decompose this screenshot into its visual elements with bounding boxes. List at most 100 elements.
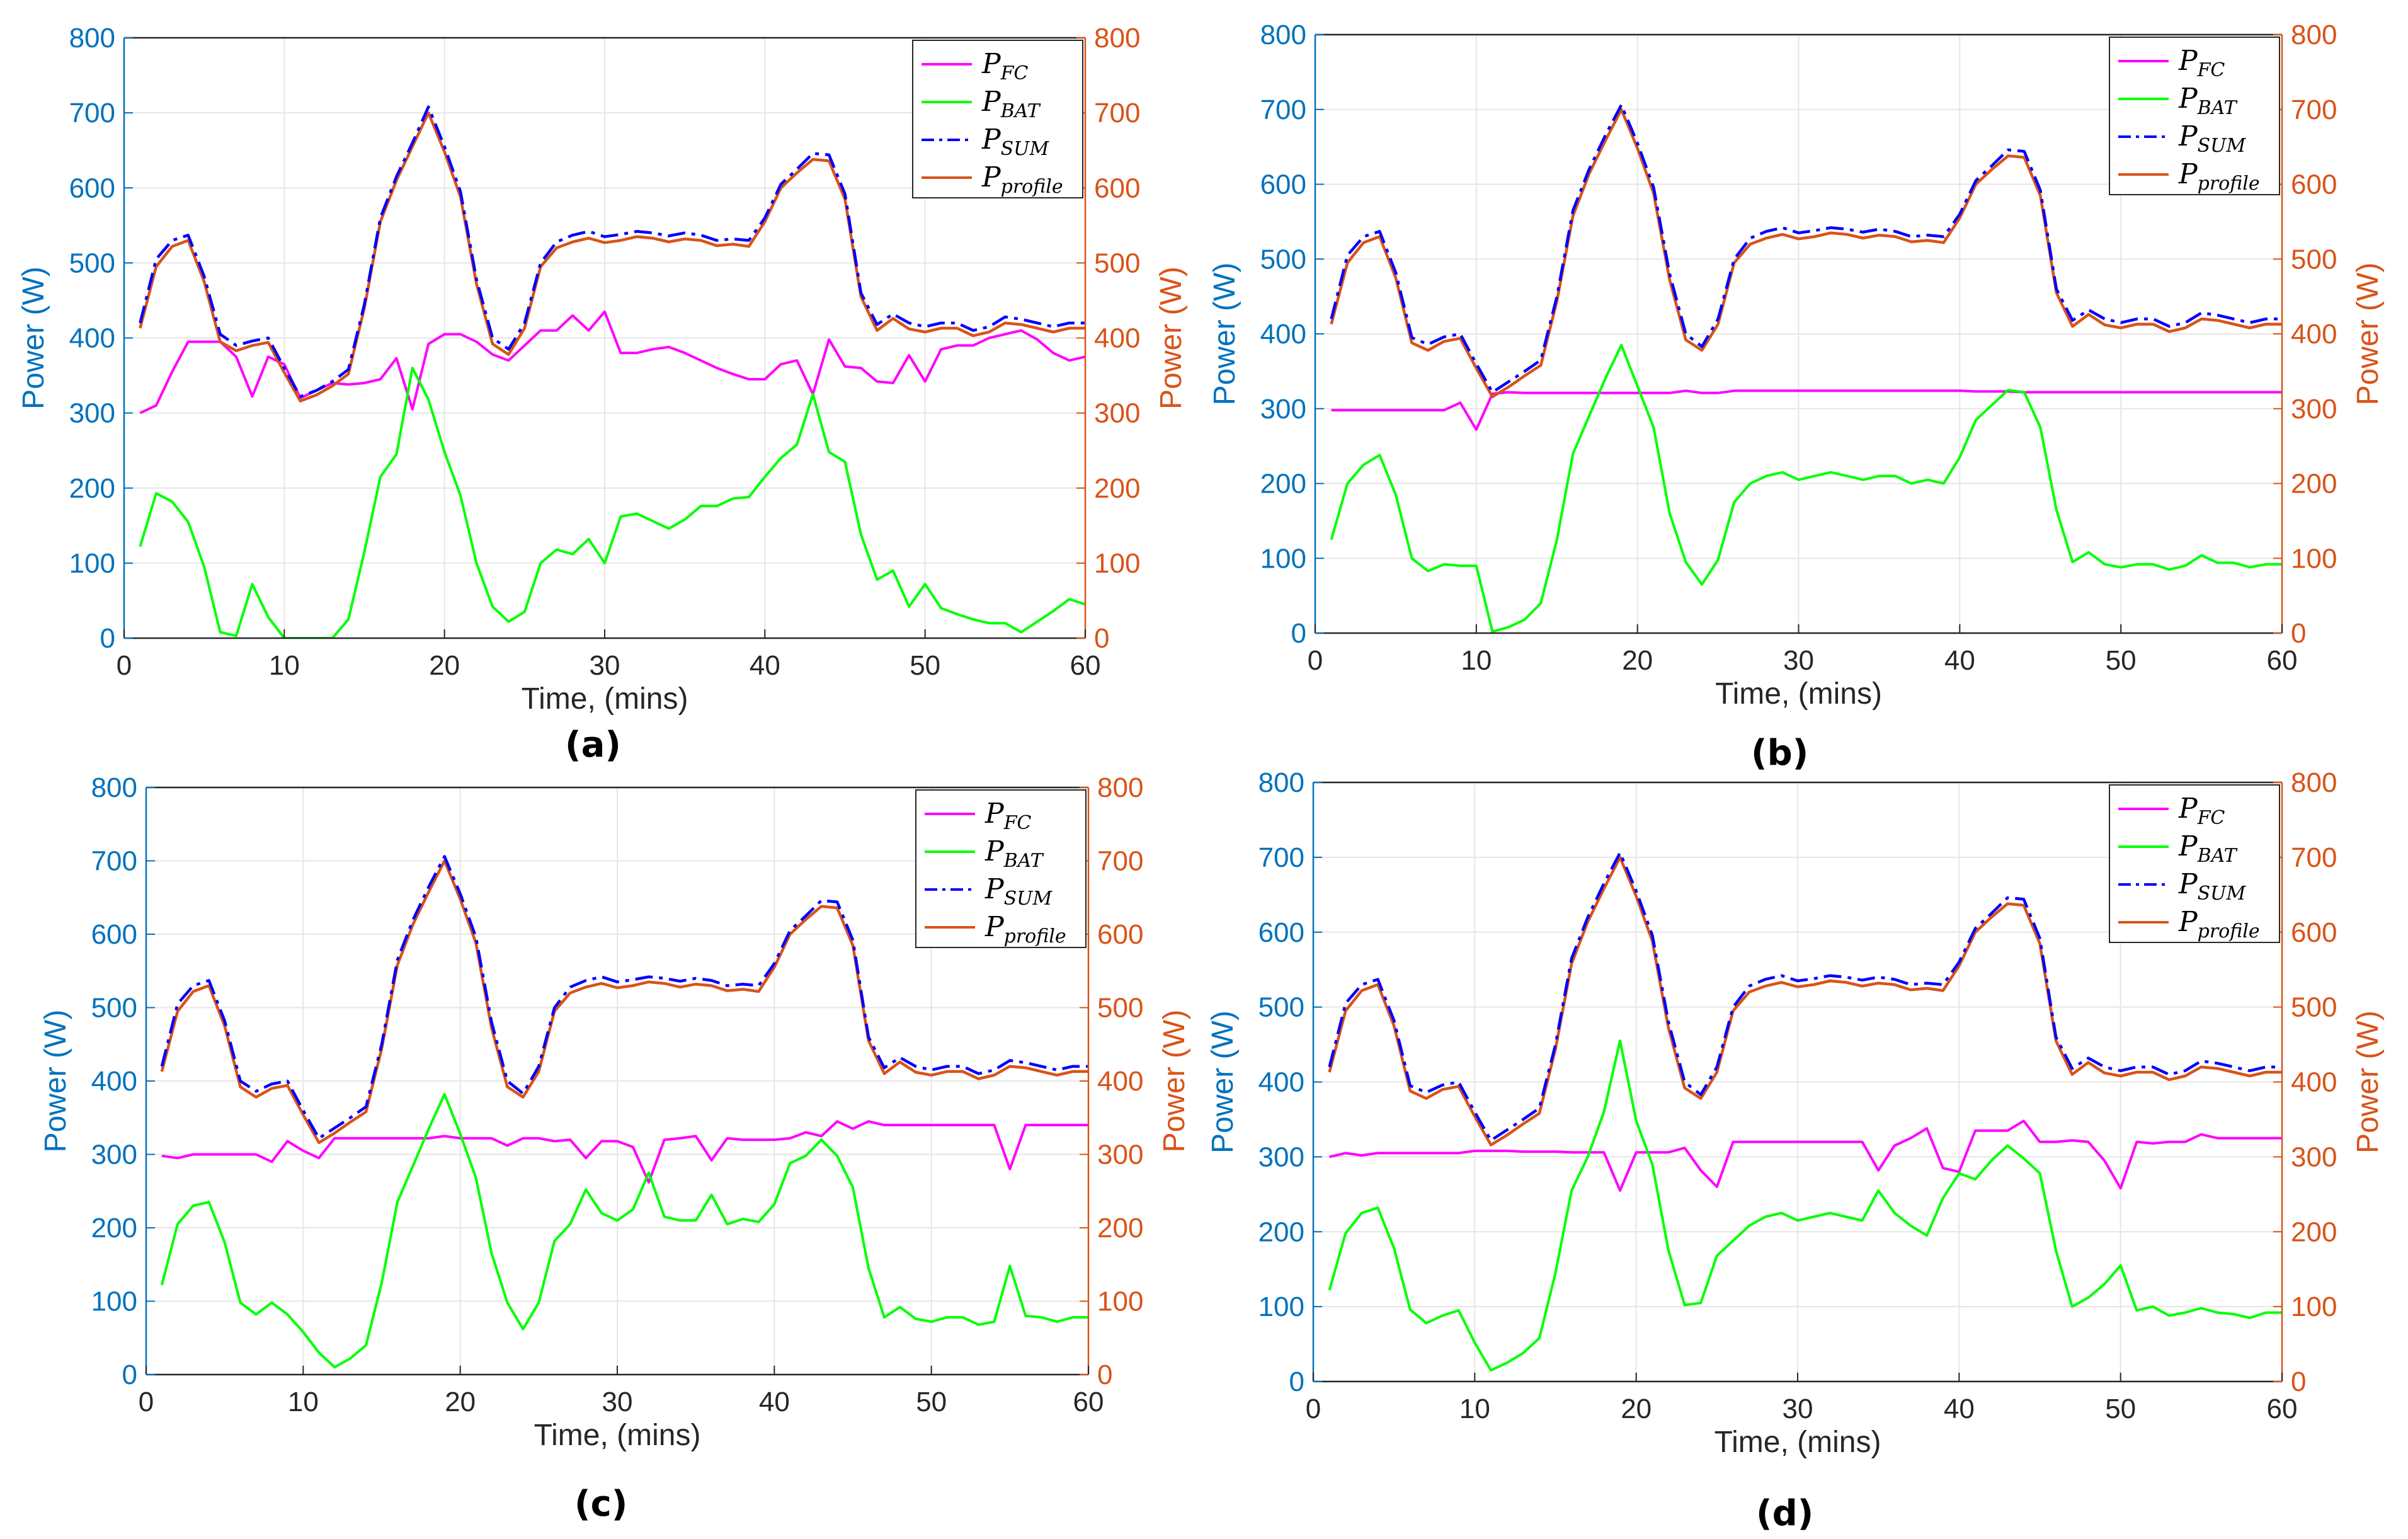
x-tick-label: 0 — [1306, 1393, 1321, 1424]
y-tick-label-left: 0 — [122, 1359, 137, 1390]
panel-label-a: (a) — [565, 724, 621, 765]
y-axis-label-left: Power (W) — [1208, 263, 1241, 406]
y-tick-label-left: 700 — [1260, 94, 1306, 125]
y-axis-label-left: Power (W) — [17, 266, 50, 409]
y-tick-label-right: 800 — [2291, 767, 2337, 798]
y-tick-label-right: 800 — [1094, 23, 1140, 54]
series-line-p-profile — [139, 111, 1085, 403]
y-tick-label-right: 300 — [2291, 1141, 2337, 1172]
y-tick-label-right: 0 — [1097, 1359, 1112, 1390]
y-tick-label-left: 400 — [1258, 1067, 1304, 1098]
legend-label-profile: Pprofile — [981, 161, 1063, 198]
legend-label-profile: Pprofile — [984, 911, 1066, 947]
y-tick-label-left: 0 — [1291, 618, 1306, 649]
y-tick-label-left: 500 — [1258, 992, 1304, 1023]
y-tick-label-right: 300 — [2291, 394, 2337, 425]
legend-label-fc: PFC — [2178, 792, 2225, 829]
legend-box — [912, 40, 1083, 198]
series-line-p-sum — [1328, 851, 2282, 1142]
x-tick-label: 50 — [916, 1387, 947, 1417]
series-line-p-profile — [1328, 855, 2282, 1147]
x-tick-label: 30 — [1783, 1393, 1813, 1424]
x-tick-label: 10 — [288, 1387, 319, 1417]
legend-label-bat: PBAT — [2178, 830, 2238, 867]
y-tick-label-right: 500 — [2291, 992, 2337, 1023]
legend-label-bat: PBAT — [984, 835, 1044, 872]
y-tick-label-left: 500 — [91, 993, 137, 1024]
series-line-p-profile — [1330, 108, 2282, 399]
series-line-p-fc — [139, 310, 1085, 415]
x-tick-label: 50 — [2106, 645, 2137, 676]
y-tick-label-right: 600 — [2291, 169, 2337, 200]
y-tick-label-right: 100 — [2291, 543, 2337, 574]
y-tick-label-left: 300 — [1258, 1141, 1304, 1172]
y-tick-label-left: 800 — [69, 23, 115, 54]
y-tick-label-left: 700 — [1258, 842, 1304, 873]
x-tick-label: 20 — [445, 1387, 476, 1417]
legend-label-profile: Pprofile — [2178, 158, 2260, 195]
y-tick-label-left: 400 — [1260, 319, 1306, 350]
x-tick-label: 50 — [910, 650, 940, 681]
y-tick-label-right: 500 — [1097, 993, 1143, 1024]
panel-label-b: (b) — [1751, 733, 1809, 774]
series-line-p-sum — [139, 105, 1085, 398]
y-tick-label-left: 600 — [1260, 169, 1306, 200]
legend-label-fc: PFC — [981, 48, 1028, 84]
y-tick-label-right: 0 — [2291, 618, 2306, 649]
y-tick-label-left: 600 — [1258, 917, 1304, 948]
x-tick-label: 20 — [429, 650, 460, 681]
panel-label-c: (c) — [574, 1484, 628, 1525]
y-tick-label-right: 100 — [1094, 548, 1140, 579]
x-tick-label: 10 — [1461, 645, 1492, 676]
y-tick-label-left: 100 — [1258, 1291, 1304, 1322]
x-tick-label: 60 — [2267, 1393, 2298, 1424]
x-axis-label: Time, (mins) — [534, 1419, 701, 1452]
y-tick-label-left: 100 — [1260, 543, 1306, 574]
legend-label-fc: PFC — [2178, 45, 2225, 81]
legend-label-sum: PSUM — [981, 123, 1049, 160]
y-axis-label-right: Power (W) — [2351, 263, 2385, 406]
y-tick-label-right: 400 — [2291, 319, 2337, 350]
legend-label-sum: PSUM — [984, 873, 1053, 910]
y-tick-label-right: 0 — [1094, 623, 1109, 654]
x-tick-label: 30 — [590, 650, 620, 681]
legend-label-bat: PBAT — [2178, 83, 2238, 119]
x-tick-label: 0 — [139, 1387, 154, 1417]
y-tick-label-right: 800 — [1097, 772, 1143, 803]
series-line-p-fc — [1331, 389, 2282, 431]
legend-label-bat: PBAT — [981, 86, 1041, 122]
y-tick-label-right: 400 — [2291, 1067, 2337, 1098]
y-tick-label-right: 700 — [1094, 98, 1140, 129]
y-tick-label-left: 800 — [1260, 20, 1306, 50]
x-tick-label: 10 — [1459, 1393, 1490, 1424]
x-tick-label: 40 — [750, 650, 780, 681]
x-axis-label: Time, (mins) — [522, 682, 688, 716]
series-line-p-bat — [1330, 343, 2282, 633]
legend-box — [2109, 37, 2280, 195]
series-line-p-fc — [161, 1120, 1088, 1184]
y-tick-label-right: 400 — [1097, 1066, 1143, 1097]
y-tick-label-right: 700 — [2291, 94, 2337, 125]
series-line-p-fc — [1329, 1119, 2282, 1192]
y-tick-label-right: 700 — [1097, 846, 1143, 877]
x-tick-label: 30 — [602, 1387, 633, 1417]
y-tick-label-right: 200 — [2291, 469, 2337, 500]
x-tick-label: 40 — [759, 1387, 790, 1417]
y-tick-label-right: 200 — [1097, 1213, 1143, 1244]
y-tick-label-right: 300 — [1097, 1140, 1143, 1170]
y-tick-label-right: 100 — [2291, 1291, 2337, 1322]
legend-label-sum: PSUM — [2178, 868, 2246, 905]
series-line-p-bat — [160, 1093, 1088, 1369]
y-tick-label-right: 200 — [1094, 473, 1140, 504]
y-tick-label-left: 0 — [100, 623, 115, 654]
legend-box — [915, 789, 1087, 948]
x-tick-label: 30 — [1783, 645, 1814, 676]
y-tick-label-left: 100 — [69, 548, 115, 579]
y-tick-label-left: 500 — [69, 248, 115, 278]
y-axis-label-right: Power (W) — [1155, 266, 1188, 409]
